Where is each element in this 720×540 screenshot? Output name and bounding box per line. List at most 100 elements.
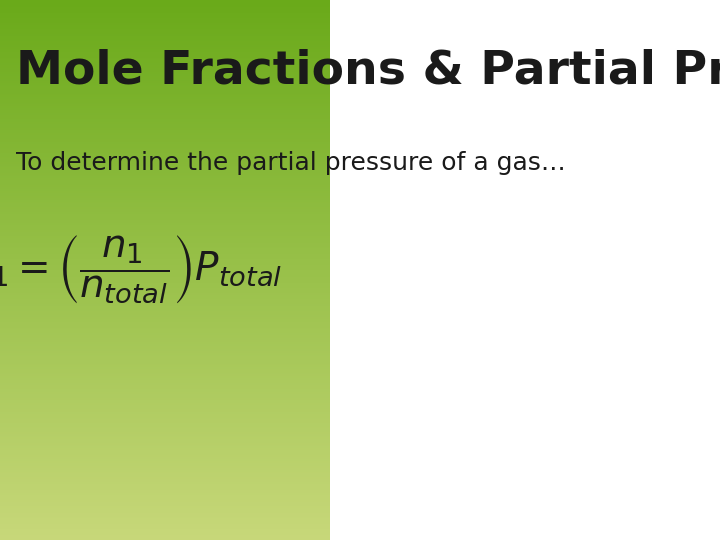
Bar: [0, 139, 330, 140]
Bar: [0, 493, 330, 495]
Bar: [0, 409, 330, 410]
Bar: [0, 97, 330, 99]
Bar: [0, 380, 330, 382]
Bar: [0, 331, 330, 333]
Bar: [0, 263, 330, 265]
Bar: [0, 501, 330, 502]
Bar: [0, 525, 330, 528]
Bar: [0, 207, 330, 209]
Bar: [0, 258, 330, 259]
Bar: [0, 533, 330, 535]
Bar: [0, 15, 330, 16]
Bar: [0, 104, 330, 106]
Bar: [0, 146, 330, 147]
Bar: [0, 339, 330, 340]
Bar: [0, 184, 330, 185]
Bar: [0, 140, 330, 142]
Bar: [0, 306, 330, 308]
Text: $P_1 = \left(\dfrac{n_1}{n_{total}}\right)P_{total}$: $P_1 = \left(\dfrac{n_1}{n_{total}}\righ…: [0, 234, 282, 306]
Bar: [0, 346, 330, 347]
Bar: [0, 488, 330, 490]
Bar: [0, 506, 330, 508]
Bar: [0, 312, 330, 313]
Bar: [0, 313, 330, 315]
Bar: [0, 164, 330, 166]
Bar: [0, 9, 330, 11]
Bar: [0, 486, 330, 488]
Bar: [0, 39, 330, 42]
Bar: [0, 43, 330, 45]
Bar: [0, 167, 330, 169]
Bar: [0, 336, 330, 339]
Bar: [0, 31, 330, 32]
Bar: [0, 201, 330, 204]
Bar: [0, 22, 330, 23]
Bar: [0, 517, 330, 518]
Bar: [0, 281, 330, 282]
Bar: [0, 4, 330, 5]
Bar: [0, 142, 330, 144]
Bar: [0, 153, 330, 155]
Bar: [0, 463, 330, 464]
Bar: [0, 322, 330, 324]
Bar: [0, 293, 330, 295]
Bar: [0, 137, 330, 139]
Bar: [0, 106, 330, 108]
Bar: [0, 11, 330, 12]
Bar: [0, 261, 330, 263]
Bar: [0, 286, 330, 288]
Bar: [0, 410, 330, 412]
Bar: [0, 200, 330, 201]
Bar: [0, 119, 330, 120]
Bar: [0, 454, 330, 455]
Bar: [0, 362, 330, 363]
Bar: [0, 86, 330, 88]
Bar: [0, 459, 330, 461]
Bar: [0, 522, 330, 524]
Bar: [0, 529, 330, 531]
Bar: [0, 369, 330, 371]
Bar: [0, 236, 330, 238]
Bar: [0, 61, 330, 63]
Bar: [0, 259, 330, 261]
Bar: [0, 524, 330, 525]
Bar: [0, 250, 330, 252]
Bar: [0, 223, 330, 225]
Bar: [0, 439, 330, 441]
Bar: [0, 157, 330, 158]
Bar: [0, 130, 330, 131]
Bar: [0, 231, 330, 232]
Bar: [0, 270, 330, 272]
Bar: [0, 387, 330, 389]
Bar: [0, 166, 330, 167]
Bar: [0, 174, 330, 177]
Bar: [0, 326, 330, 328]
Bar: [0, 531, 330, 533]
Bar: [0, 373, 330, 374]
Bar: [0, 360, 330, 362]
Bar: [0, 151, 330, 153]
Bar: [0, 99, 330, 101]
Bar: [0, 47, 330, 49]
Bar: [0, 69, 330, 70]
Bar: [0, 417, 330, 420]
Bar: [0, 302, 330, 304]
Bar: [0, 511, 330, 513]
Bar: [0, 389, 330, 390]
Bar: [0, 216, 330, 218]
Bar: [0, 481, 330, 482]
Bar: [0, 340, 330, 342]
Bar: [0, 63, 330, 65]
Bar: [0, 49, 330, 50]
Bar: [0, 277, 330, 279]
Bar: [0, 452, 330, 454]
Bar: [0, 54, 330, 56]
Bar: [0, 32, 330, 34]
Bar: [0, 81, 330, 83]
Bar: [0, 319, 330, 320]
Bar: [0, 147, 330, 150]
Bar: [0, 317, 330, 319]
Bar: [0, 491, 330, 493]
Bar: [0, 366, 330, 367]
Bar: [0, 169, 330, 171]
